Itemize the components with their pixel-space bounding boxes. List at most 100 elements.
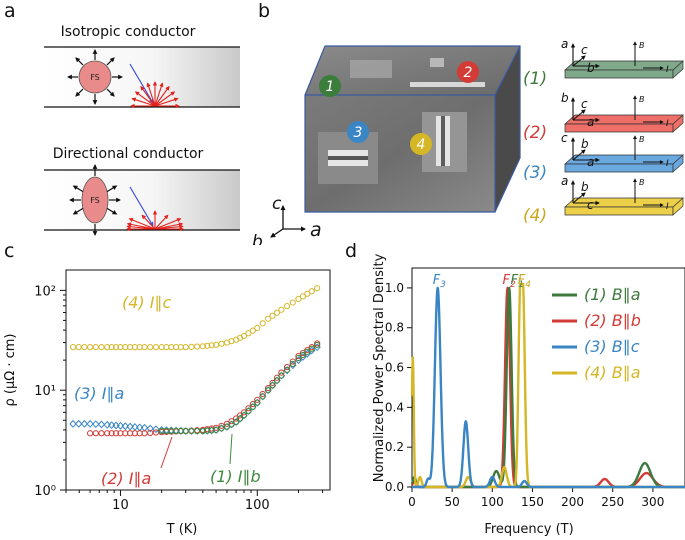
axis-label: a: [587, 115, 594, 129]
directional-title: Directional conductor: [53, 146, 204, 162]
current-label: I: [666, 159, 669, 169]
y-tick-label: 0.2: [385, 440, 404, 454]
scatter-arrow: [154, 218, 182, 230]
sample-bar-front: [564, 206, 674, 216]
data-point: [295, 295, 302, 303]
panel-c-chart: 10 100 10⁰ 10¹ 10² T (K) ρ (μΩ · cm) (4) I∥c…: [3, 269, 331, 537]
scatter-arrow: [134, 91, 156, 107]
data-point: [108, 344, 115, 351]
configuration-4: (4) a bc B I: [523, 174, 684, 226]
data-point: [254, 324, 261, 332]
data-point: [80, 419, 89, 428]
configuration-number: (3): [523, 163, 547, 183]
sample-badge-4: [410, 133, 432, 155]
data-point: [146, 424, 154, 433]
axis-label: b: [587, 61, 595, 75]
x-tick-label: 100: [481, 495, 504, 509]
velocity-arrow: [106, 88, 115, 97]
field-label: B: [639, 41, 645, 50]
data-point: [314, 285, 321, 292]
data-point: [199, 343, 206, 350]
configuration-3: (3) c ba B I: [523, 131, 684, 183]
velocity-arrow: [106, 185, 118, 193]
directional-velocity-arrows: [69, 164, 121, 236]
legend-label: (4) B∥a: [584, 363, 641, 382]
data-point: [299, 293, 306, 300]
spectrum-(1) B∥a: [410, 286, 685, 489]
data-point: [265, 384, 272, 392]
scatter-arrow: [154, 82, 164, 107]
data-point: [265, 387, 272, 394]
isotropic-fs-label: FS: [90, 73, 100, 82]
sem-feature-2: [410, 82, 485, 87]
data-point: [108, 430, 115, 437]
current-label: I: [666, 65, 669, 75]
data-point: [218, 425, 225, 432]
current-label: I: [666, 202, 669, 212]
data-point: [204, 342, 211, 349]
axis-label: a: [561, 174, 568, 188]
velocity-arrow: [106, 207, 118, 215]
sample-bar-front: [564, 123, 674, 133]
scatter-arrow: [141, 214, 156, 230]
axis-label: c: [587, 198, 594, 212]
data-point: [228, 418, 235, 425]
y-tick-label: 1.0: [385, 281, 404, 295]
axis-c-label: c: [272, 194, 282, 214]
directional-scatter-arrows: [126, 186, 184, 232]
velocity-arrow: [72, 185, 84, 193]
data-point: [92, 420, 100, 429]
data-point: [299, 349, 306, 357]
data-point: [223, 420, 231, 427]
data-point: [240, 412, 248, 419]
isotropic-fermi-surface: [78, 60, 112, 94]
data-point: [97, 420, 106, 429]
data-point: [283, 303, 291, 310]
isotropic-velocity-arrows: [67, 49, 123, 105]
data-point: [116, 421, 125, 430]
data-point: [204, 427, 211, 434]
data-point: [240, 409, 248, 416]
y-tick-label: 0.8: [385, 321, 404, 335]
data-point: [295, 354, 302, 362]
data-point: [126, 422, 134, 431]
data-point: [182, 344, 189, 351]
velocity-arrow: [75, 57, 84, 66]
data-point: [308, 288, 315, 295]
sample-bar-front: [564, 163, 674, 173]
peak-label: F4: [518, 273, 531, 290]
spectrum-(2) B∥b: [410, 286, 685, 489]
data-point: [86, 419, 94, 428]
scatter-arrow: [154, 97, 179, 107]
configuration-1: (1) a cb B I: [523, 37, 684, 89]
legend-label: (3) B∥c: [584, 337, 640, 356]
axis-label: a: [561, 37, 568, 51]
data-point: [259, 393, 266, 400]
data-point: [259, 320, 266, 327]
data-point: [289, 360, 296, 367]
data-point: [75, 419, 83, 428]
data-point: [289, 299, 296, 306]
panel-letter-c: c: [4, 240, 15, 262]
y-tick-label: 10⁰: [34, 484, 56, 499]
scatter-arrow: [154, 214, 169, 230]
data-point: [98, 344, 105, 351]
data-point: [103, 420, 111, 429]
data-point: [112, 421, 120, 430]
velocity-arrow: [72, 207, 84, 215]
data-point: [112, 344, 120, 351]
data-point: [314, 341, 321, 349]
data-point: [208, 427, 215, 434]
data-point: [269, 382, 276, 389]
velocity-arrow: [106, 57, 115, 66]
data-point: [240, 332, 248, 339]
legend-label: (1) B∥a: [584, 285, 641, 304]
isotropic-title: Isotropic conductor: [61, 24, 196, 40]
data-point: [299, 351, 306, 359]
axis-a-label: a: [310, 219, 322, 241]
panel-d-chart: 0 50 100 150 200 250 300 0.0 0.2 0.4 0.6 0.8 1.0 F3 F…: [372, 253, 685, 537]
axis-label: c: [561, 131, 568, 145]
series-(4) I∥c: [69, 285, 321, 351]
data-point: [98, 430, 105, 437]
legend-label: (2) B∥b: [584, 311, 641, 330]
